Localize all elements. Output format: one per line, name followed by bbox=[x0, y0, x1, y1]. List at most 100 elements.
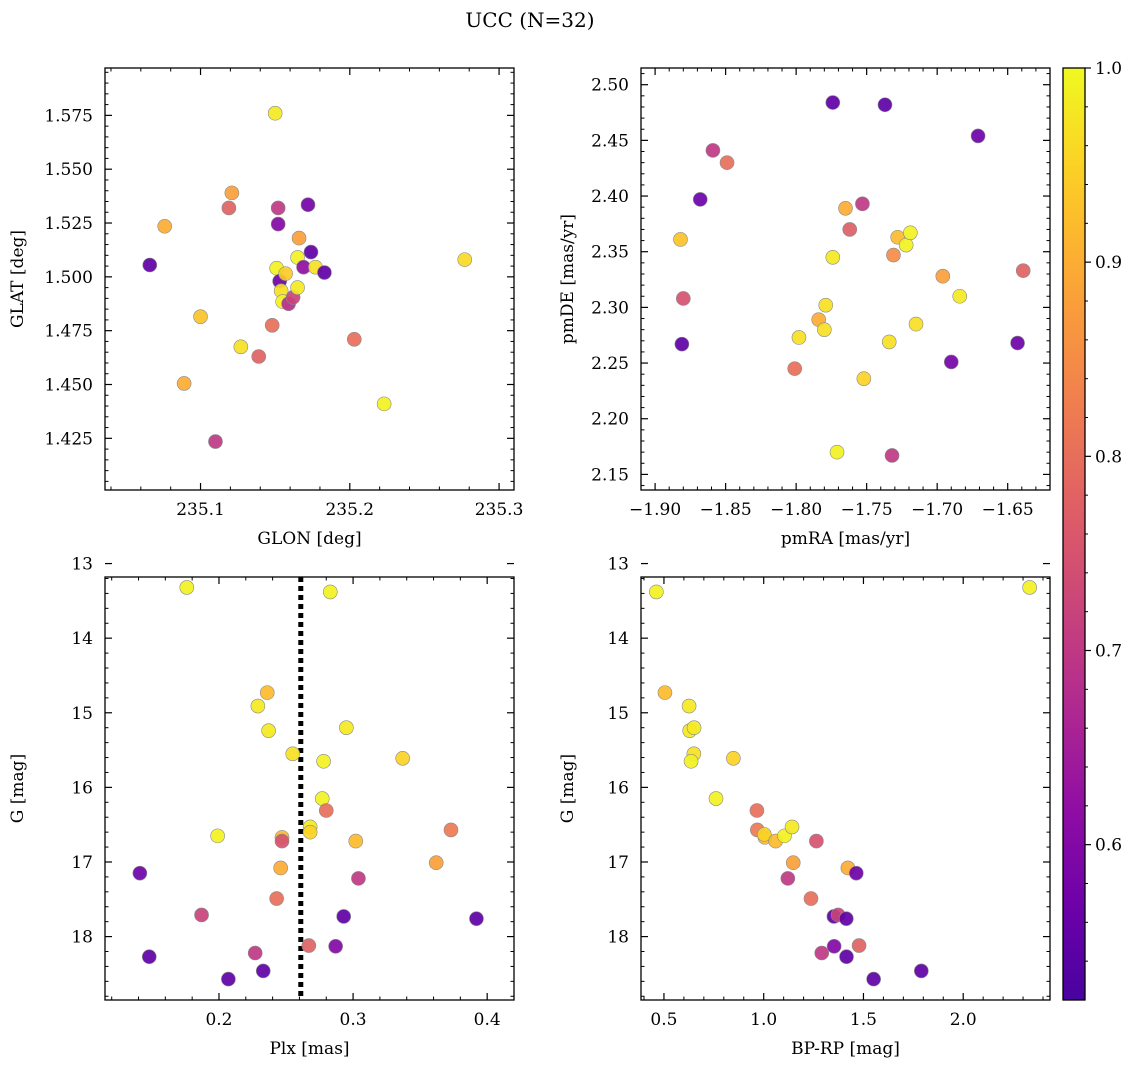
scatter-point bbox=[657, 685, 673, 700]
scatter-point bbox=[803, 891, 819, 906]
scatter-point bbox=[825, 249, 841, 265]
scatter-point bbox=[708, 791, 724, 806]
scatter-point bbox=[300, 197, 316, 213]
scatter-point bbox=[914, 963, 929, 979]
scatter-point bbox=[469, 911, 484, 926]
figure-title: UCC (N=32) bbox=[465, 8, 594, 32]
scatter-point bbox=[842, 222, 858, 237]
y-axis-label: GLAT [deg] bbox=[8, 230, 28, 328]
colorbar: 0.6 0.7 0.8 0.9 1.0 bbox=[1062, 59, 1122, 1001]
x-tick-label: 0.2 bbox=[205, 1010, 232, 1030]
scatter-point bbox=[428, 855, 444, 871]
y-tick-label: 14 bbox=[71, 629, 93, 649]
x-tick-label: 1.0 bbox=[750, 1010, 777, 1030]
scatter-points bbox=[673, 95, 1031, 463]
scatter-point bbox=[785, 855, 801, 871]
axes-frame bbox=[640, 67, 1051, 491]
scatter-point bbox=[132, 865, 148, 881]
axes-frame bbox=[104, 576, 515, 1001]
x-tick-label: −1.80 bbox=[770, 500, 822, 520]
y-tick-label: 2.30 bbox=[591, 298, 629, 318]
scatter-point bbox=[250, 698, 266, 714]
scatter-point bbox=[814, 945, 830, 961]
scatter-point bbox=[301, 938, 317, 953]
scatter-point bbox=[193, 309, 208, 324]
scatter-point bbox=[935, 268, 951, 284]
y-tick-label: 1.550 bbox=[44, 160, 93, 180]
scatter-point bbox=[291, 230, 307, 246]
scatter-point bbox=[1015, 263, 1031, 278]
y-tick-label: 1.425 bbox=[44, 429, 93, 449]
scatter-point bbox=[787, 361, 803, 376]
scatter-point bbox=[886, 247, 901, 263]
x-axis-label: Plx [mas] bbox=[269, 1039, 349, 1059]
y-axis-label: G [mag] bbox=[8, 754, 28, 823]
x-tick-label: 0.4 bbox=[474, 1010, 501, 1030]
x-tick-label: −1.75 bbox=[841, 500, 893, 520]
colorbar-tick-label: 0.7 bbox=[1095, 642, 1122, 662]
scatter-point bbox=[649, 584, 664, 600]
scatter-point bbox=[142, 257, 158, 273]
scatter-point bbox=[176, 376, 192, 391]
scatter-point bbox=[233, 339, 249, 355]
scatter-point bbox=[970, 128, 986, 144]
y-tick-label: 18 bbox=[607, 928, 629, 948]
scatter-point bbox=[866, 971, 881, 987]
y-tick-label: 2.20 bbox=[591, 410, 629, 430]
scatter-point bbox=[826, 938, 842, 954]
scatter-point bbox=[348, 833, 364, 849]
scatter-point bbox=[290, 280, 305, 295]
scatter-point bbox=[443, 822, 459, 838]
scatter-point bbox=[784, 819, 800, 835]
panel-pmra-pmde: −1.90 −1.85 −1.80 −1.75 −1.70 −1.65 2.15 2.20 2.… bbox=[558, 67, 1051, 549]
y-tick-label: 17 bbox=[607, 853, 629, 873]
y-axis-label: pmDE [mas/yr] bbox=[558, 214, 578, 344]
y-tick-label: 15 bbox=[71, 704, 93, 724]
scatter-point bbox=[346, 331, 362, 347]
x-tick-label: 235.2 bbox=[325, 500, 374, 520]
scatter-point bbox=[903, 225, 918, 241]
x-axis-label: pmRA [mas/yr] bbox=[781, 529, 910, 549]
scatter-points bbox=[649, 580, 1037, 987]
scatter-point bbox=[264, 317, 280, 333]
scatter-point bbox=[818, 297, 834, 313]
scatter-point bbox=[322, 584, 338, 600]
scatter-point bbox=[674, 336, 690, 352]
scatter-point bbox=[316, 753, 331, 769]
scatter-point bbox=[838, 911, 854, 926]
x-tick-label: −1.90 bbox=[629, 500, 681, 520]
scatter-point bbox=[877, 97, 893, 113]
scatter-point bbox=[908, 316, 924, 332]
scatter-point bbox=[221, 971, 236, 987]
scatter-point bbox=[395, 750, 410, 766]
y-tick-label: 2.40 bbox=[591, 187, 629, 207]
scatter-point bbox=[224, 185, 240, 201]
scatter-point bbox=[825, 95, 841, 110]
scatter-point bbox=[851, 938, 867, 953]
y-tick-label: 1.500 bbox=[44, 268, 93, 288]
y-tick-label: 15 bbox=[607, 704, 629, 724]
scatter-point bbox=[285, 746, 301, 762]
scatter-point bbox=[719, 155, 735, 170]
scatter-point bbox=[303, 244, 319, 260]
scatter-point bbox=[1010, 335, 1025, 351]
colorbar-tick-label: 0.8 bbox=[1095, 447, 1122, 467]
scatter-point bbox=[269, 891, 284, 906]
y-tick-label: 16 bbox=[607, 778, 629, 798]
scatter-point bbox=[952, 288, 968, 304]
x-tick-label: 2.0 bbox=[950, 1010, 977, 1030]
panel-bprp-g: 0.5 1.0 1.5 2.0 13 14 15 16 17 18 BP-RP [mag] G [ma… bbox=[558, 555, 1051, 1059]
scatter-point bbox=[318, 803, 334, 818]
scatter-point bbox=[791, 330, 807, 345]
panel-glon-glat: 235.1 235.2 235.3 1.425 1.450 1.475 1.500 1.525… bbox=[8, 67, 523, 549]
scatter-point bbox=[749, 803, 765, 818]
scatter-point bbox=[376, 396, 392, 412]
scatter-point bbox=[157, 218, 173, 234]
y-tick-label: 1.475 bbox=[44, 322, 93, 342]
scatter-point bbox=[856, 371, 872, 386]
colorbar-gradient bbox=[1063, 68, 1085, 1000]
scatter-point bbox=[756, 827, 772, 842]
scatter-point bbox=[809, 833, 824, 849]
scatter-point bbox=[839, 949, 854, 965]
